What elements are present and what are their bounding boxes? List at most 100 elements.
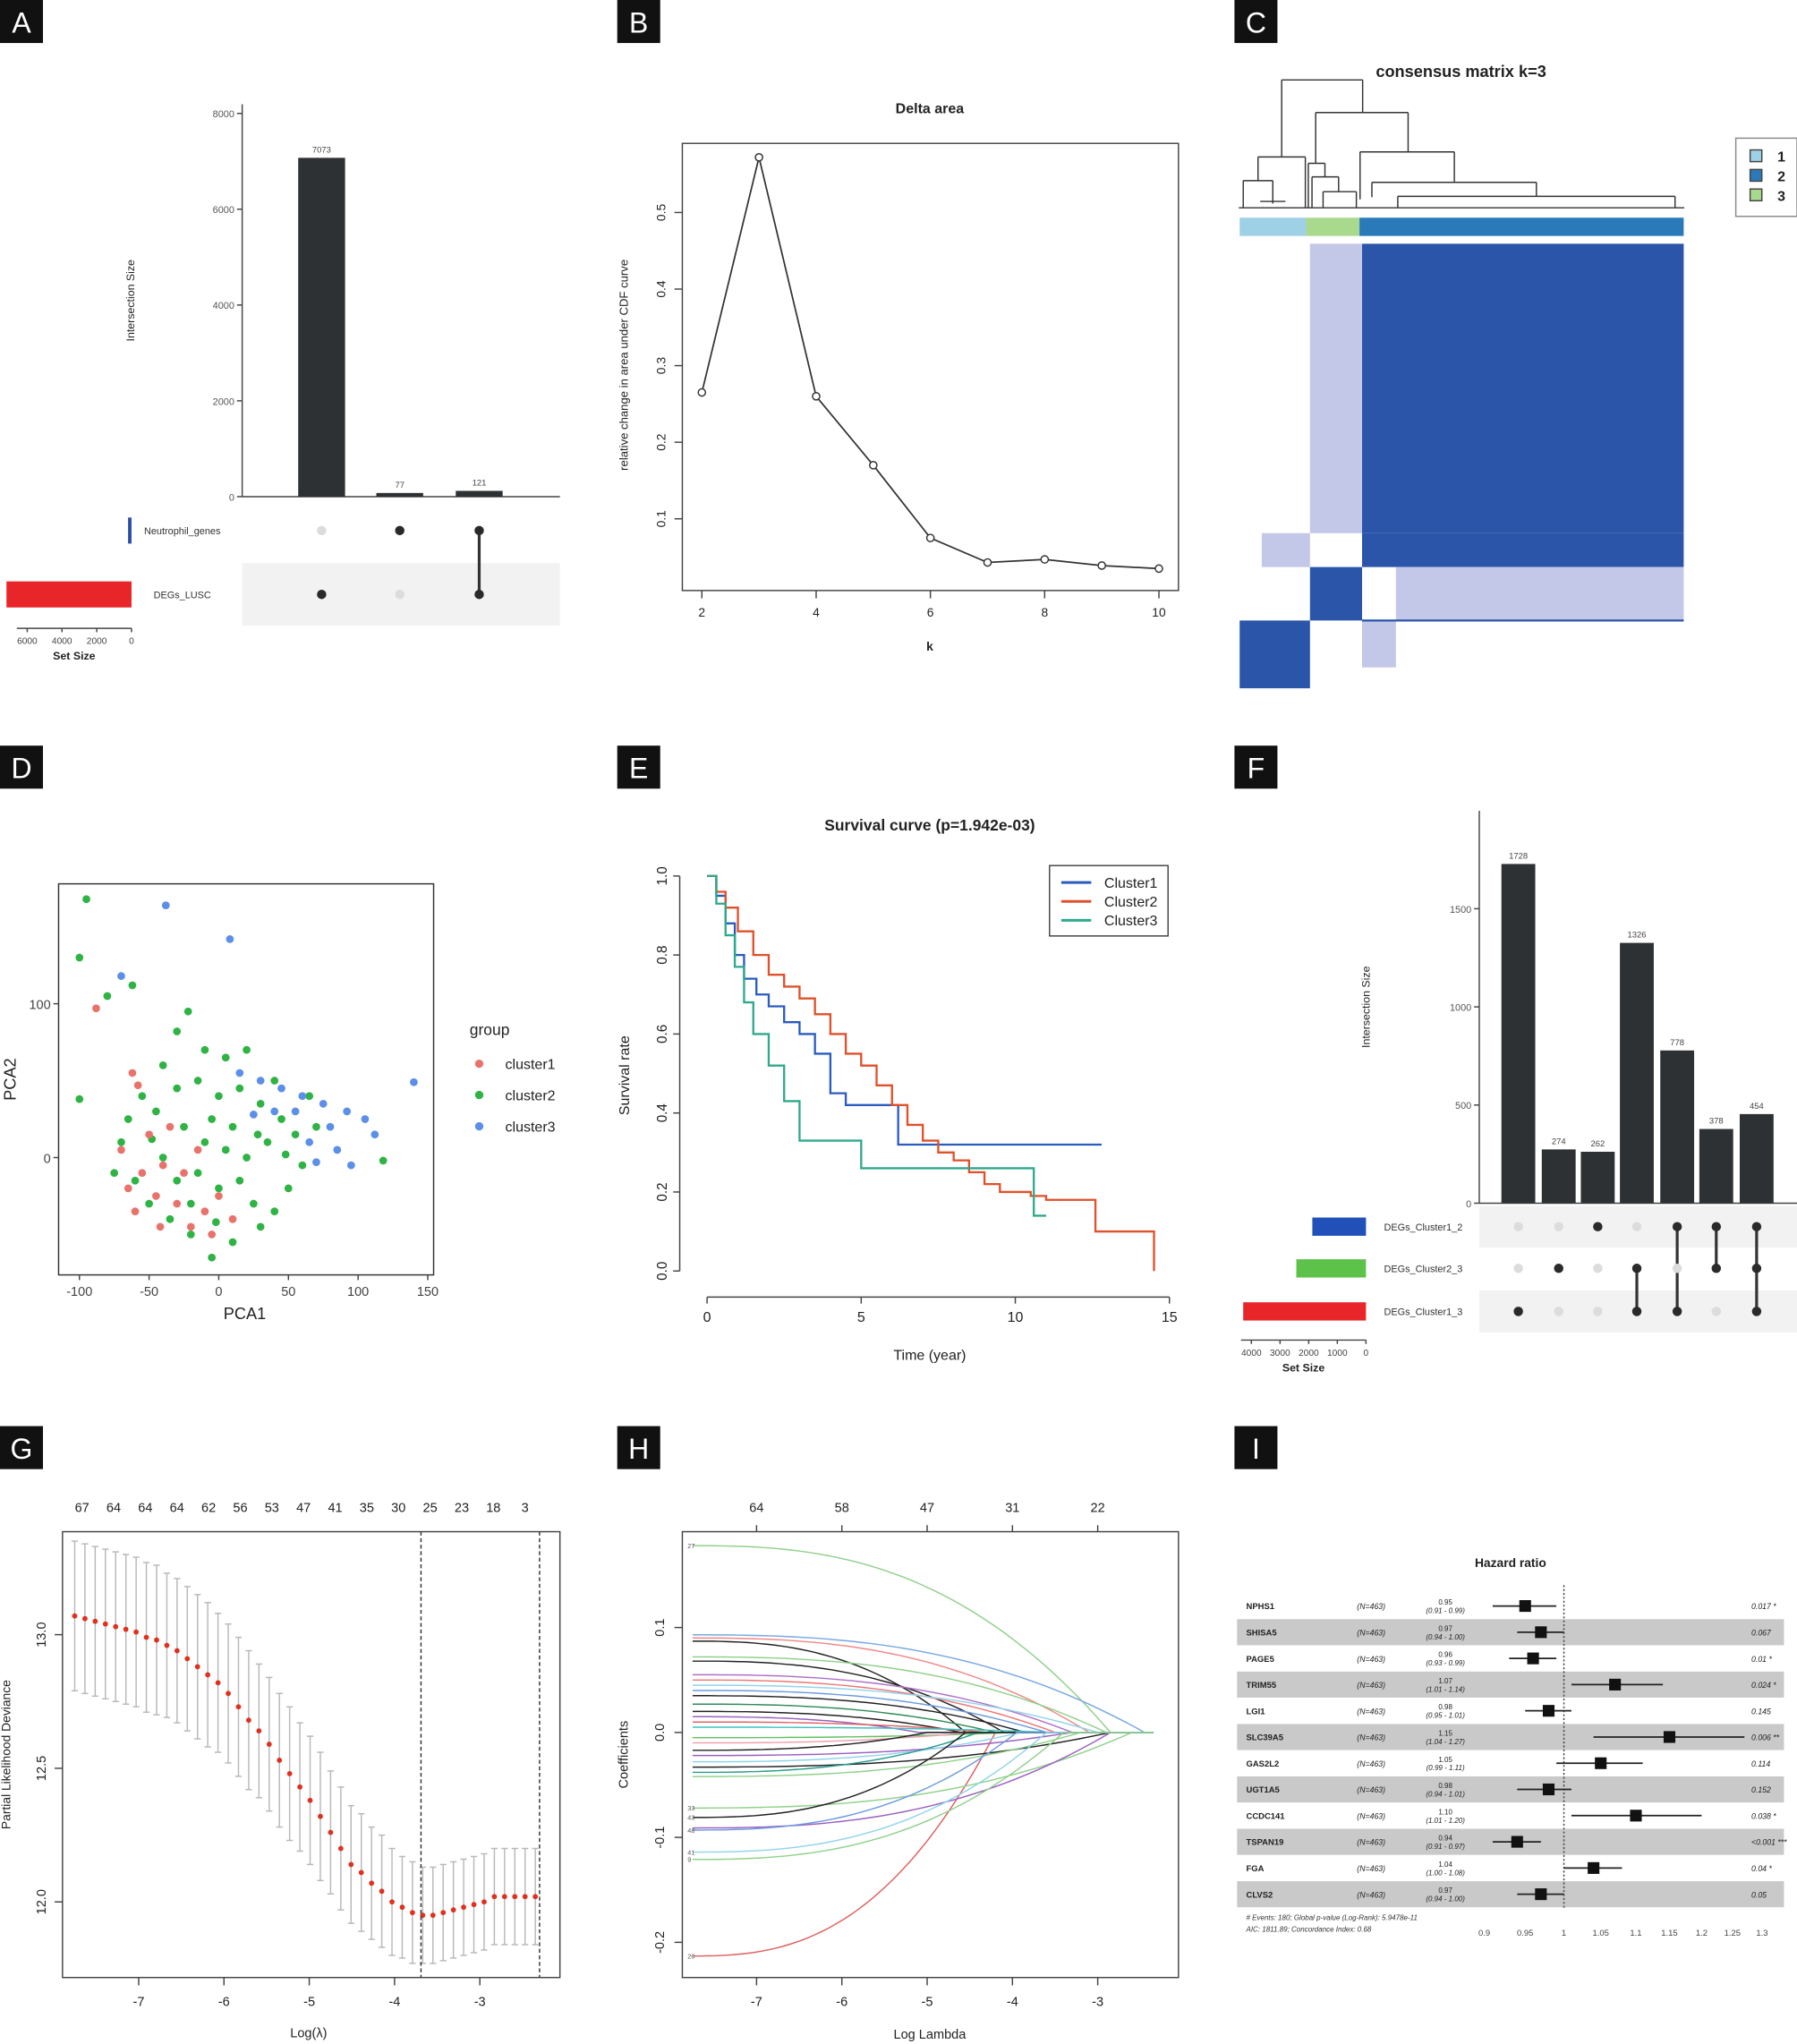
p-value: 0.024 * [1751,1681,1776,1690]
x-tick-label: -5 [922,1996,933,2010]
y-tick-label: 0 [1466,1199,1471,1210]
matrix-dot-filled [1672,1222,1682,1231]
intersection-bar [1541,1149,1576,1204]
deviance-point [471,1902,477,1908]
scatter-point-cluster2 [256,1099,265,1108]
x-tick-label: -3 [1092,1996,1103,2010]
coefficient-path [692,1634,1154,1733]
top-axis-label: 53 [265,1502,279,1516]
panel-label-box [617,745,660,789]
set-size-tick-label: 2000 [87,637,107,647]
scatter-point-cluster3 [319,1099,328,1108]
matrix-dot-empty [1631,1222,1642,1231]
deviance-point [235,1704,242,1710]
x-axis-title: Time (year) [893,1348,966,1363]
y-tick-label: 4000 [213,301,234,311]
y-tick-label: 2000 [213,396,234,407]
hr-marker [1527,1652,1539,1665]
legend-label: Cluster3 [1104,914,1158,929]
scatter-point-cluster3 [226,935,234,943]
scatter-point-cluster2 [281,1150,290,1159]
p-value: 0.006 ** [1751,1733,1780,1742]
consensus-block [1395,566,1684,621]
x-tick-label: 1.15 [1661,1929,1677,1938]
plot-frame [681,142,1180,592]
y-tick-label: 0.0 [653,1724,668,1742]
path-label: 20 [687,1953,694,1961]
top-axis-label: 58 [835,1502,849,1516]
coefficient-path [692,1732,1154,1818]
coefficient-path [692,1716,1154,1733]
deviance-point [491,1894,498,1900]
matrix-dot-filled [1711,1222,1722,1231]
hazard-ratio: 0.97 [1438,1624,1452,1632]
scatter-point-cluster2 [215,1184,223,1193]
coefficient-path [692,1732,1154,1777]
panel-label: D [11,753,31,785]
panel-label: I [1252,1433,1260,1465]
delta-area-line [701,157,1160,570]
coefficient-path [692,1732,1154,1810]
deviance-point [143,1634,149,1640]
row-stripe [1237,1776,1784,1803]
matrix-dot-filled [1751,1307,1762,1316]
set-size-title: Set Size [1282,1361,1324,1374]
scatter-point-cluster2 [277,1115,285,1123]
top-axis-label: 3 [522,1502,529,1516]
hr-marker [1535,1626,1547,1639]
scatter-point-cluster3 [250,1110,258,1119]
deviance-point [307,1797,313,1803]
scatter-point-cluster2 [186,1199,195,1208]
set-size-tick-label: 3000 [1270,1349,1290,1358]
confidence-interval: (1.01 - 1.20) [1426,1817,1465,1825]
scatter-point-cluster2 [75,1094,84,1103]
matrix-dot-empty [1593,1307,1603,1316]
coefficient-path [692,1732,1154,1744]
x-tick-label: 10 [1152,605,1166,619]
scatter-point-cluster1 [200,1207,209,1216]
x-tick-label: 1.2 [1696,1929,1708,1938]
y-axis-title: Intersection Size [124,260,137,342]
legend-label: 2 [1777,169,1785,184]
intersection-bar [298,158,345,497]
x-axis-title: Log(λ) [290,2027,327,2041]
legend-swatch [1749,149,1763,163]
coefficient-path [692,1679,1154,1733]
y-axis-title: Intersection Size [1360,966,1373,1048]
scatter-point-cluster1 [152,1192,160,1200]
deviance-point [348,1861,354,1868]
hazard-ratio: 1.10 [1438,1808,1452,1816]
scatter-point-cluster2 [128,981,137,990]
scatter-point-cluster2 [200,1137,209,1146]
gene-name: TRIM55 [1247,1681,1277,1691]
panel-label-box [0,745,44,789]
deviance-point [532,1894,539,1900]
y-tick-label: 0 [44,1152,51,1166]
deviance-point [246,1717,251,1724]
set-size-bar [1312,1217,1367,1236]
hr-marker [1609,1678,1622,1691]
deviance-point [266,1742,272,1747]
scatter-point-cluster2 [243,1154,251,1162]
x-tick-label: -50 [140,1285,158,1299]
scatter-point-cluster1 [145,1130,153,1139]
coefficient-path [692,1695,1154,1733]
bar-value-label: 454 [1750,1102,1764,1111]
legend-box [1734,137,1797,217]
x-axis-title: Log Lambda [893,2028,967,2042]
matrix-dot-filled [1672,1307,1682,1316]
top-axis-label: 62 [201,1502,216,1516]
x-tick-label: -5 [303,1996,315,2010]
scatter-point-cluster3 [291,1107,300,1116]
set-size-tick-label: 0 [1364,1349,1369,1358]
scatter-point-cluster1 [133,1081,142,1090]
matrix-dot-empty [1672,1264,1682,1273]
legend-label: Cluster1 [1104,876,1158,891]
scatter-point-cluster3 [410,1077,418,1086]
hazard-ratio: 0.98 [1438,1703,1452,1711]
set-size-tick-label: 4000 [1241,1349,1262,1358]
deviance-point [215,1680,221,1686]
scatter-point-cluster1 [208,1231,217,1239]
confidence-interval: (1.04 - 1.27) [1426,1738,1465,1746]
